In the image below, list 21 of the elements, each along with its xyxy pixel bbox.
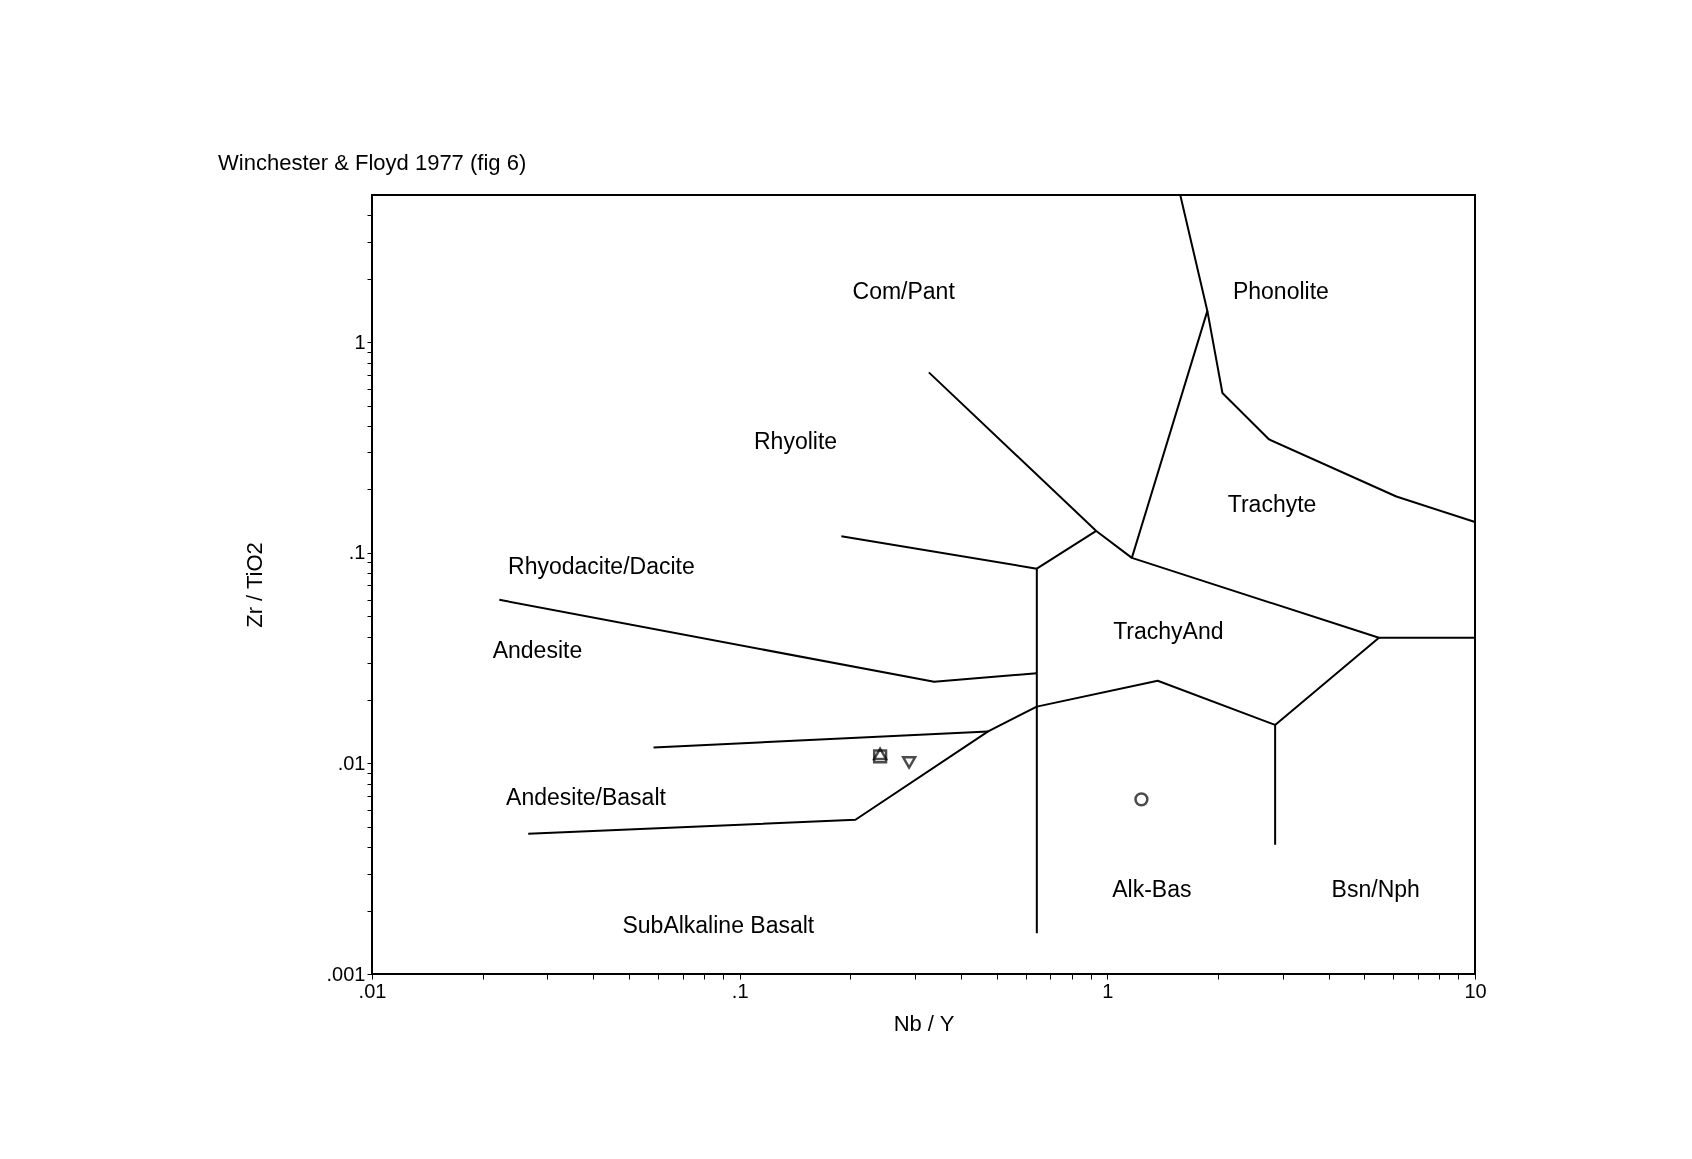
annotation: Rhyolite <box>754 427 838 454</box>
x-axis-title: Nb / Y <box>893 1010 955 1036</box>
annotation: Andesite <box>492 637 583 664</box>
annotation: Com/Pant <box>852 278 956 305</box>
annotation: SubAlkaline Basalt <box>622 911 815 938</box>
x-tick-label: 10 <box>1464 979 1487 1002</box>
y-tick-label: 1 <box>354 330 366 353</box>
x-tick-label: .1 <box>731 979 749 1002</box>
x-tick-label: 1 <box>1102 979 1114 1002</box>
annotation: Bsn/Nph <box>1331 875 1420 902</box>
chart-title: Winchester & Floyd 1977 (fig 6) <box>218 149 527 175</box>
y-tick-label: .1 <box>348 541 366 564</box>
annotation: Andesite/Basalt <box>506 783 667 810</box>
y-tick-label: .001 <box>326 962 366 985</box>
y-axis-title: Zr / TiO2 <box>241 542 267 628</box>
annotation: Phonolite <box>1232 278 1329 305</box>
annotation: Alk-Bas <box>1112 875 1192 902</box>
y-tick-label: .01 <box>337 751 366 774</box>
annotation: Trachyte <box>1227 491 1317 518</box>
annotation: TrachyAnd <box>1113 618 1224 645</box>
annotation: Rhyodacite/Dacite <box>508 553 695 580</box>
